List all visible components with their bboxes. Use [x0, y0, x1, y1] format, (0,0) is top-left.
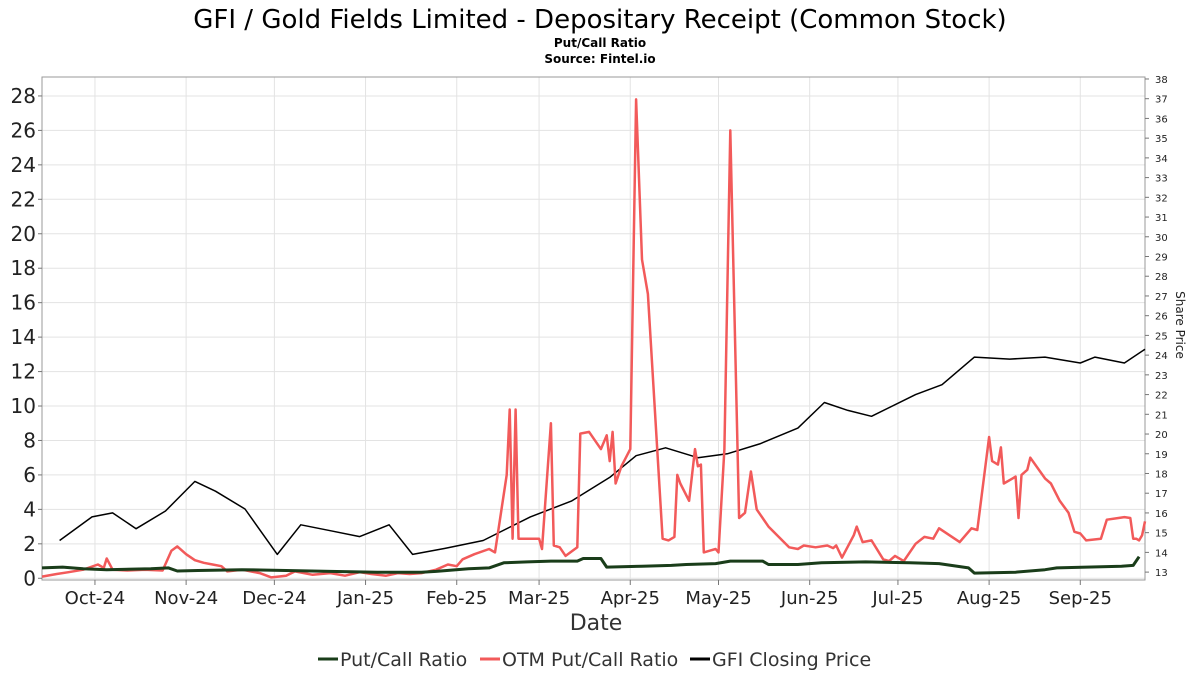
y-left-tick-label: 2 [23, 532, 36, 556]
x-tick-label: Aug-25 [957, 588, 1022, 609]
y-left-tick-label: 12 [11, 360, 36, 384]
y-right-tick-label: 31 [1155, 213, 1168, 224]
chart-subtitle: Put/Call Ratio [554, 36, 646, 50]
y-right-tick-label: 13 [1155, 568, 1168, 579]
y-left-tick-label: 26 [11, 118, 36, 142]
y-right-tick-label: 34 [1155, 154, 1168, 165]
legend: Put/Call Ratio OTM Put/Call Ratio GFI Clos… [318, 649, 871, 671]
x-tick-label: Apr-25 [601, 588, 660, 609]
legend-label: Put/Call Ratio [340, 649, 467, 671]
y-right-tick-label: 27 [1155, 292, 1168, 303]
y-left-tick-label: 18 [11, 256, 36, 280]
x-tick-label: Sep-25 [1049, 588, 1112, 609]
y-right-tick-label: 26 [1155, 312, 1168, 323]
series-line-3 [59, 348, 1146, 556]
y-right-tick-label: 33 [1155, 174, 1168, 185]
y-left-tick-label: 14 [11, 325, 36, 349]
y-right-tick-label: 17 [1155, 489, 1168, 500]
y-left-tick-label: 6 [23, 463, 36, 487]
y-left-tick-label: 16 [11, 291, 36, 315]
series-line-2 [41, 98, 1147, 579]
x-tick-label: Nov-24 [154, 588, 218, 609]
grid [42, 77, 1145, 580]
y-left-tick-label: 0 [23, 566, 36, 590]
plot-area [41, 76, 1146, 581]
x-tick-label: Mar-25 [508, 588, 570, 609]
y-left-tick-label: 10 [11, 394, 36, 418]
y-right-tick-label: 35 [1155, 134, 1168, 145]
chart-title: GFI / Gold Fields Limited - Depositary R… [193, 5, 1006, 35]
y-right-tick-label: 21 [1155, 410, 1168, 421]
y-left-tick-label: 20 [11, 222, 36, 246]
legend-label: GFI Closing Price [712, 649, 871, 671]
y-right-tick-label: 16 [1155, 509, 1168, 520]
y-axis-right: 13 14 15 16 17 18 19 20 21 22 23 24 25 26 27 28 29 30 31 32… [1145, 75, 1168, 579]
y-right-tick-label: 23 [1155, 371, 1168, 382]
y-right-tick-label: 32 [1155, 193, 1168, 204]
y-right-tick-label: 25 [1155, 331, 1168, 342]
y-right-tick-label: 38 [1155, 75, 1168, 86]
y-right-tick-label: 20 [1155, 430, 1168, 441]
y-left-tick-label: 24 [11, 153, 36, 177]
y-right-tick-label: 37 [1155, 95, 1168, 106]
y-left-tick-label: 8 [23, 428, 36, 452]
y-right-tick-label: 36 [1155, 114, 1168, 125]
series-line-1 [41, 555, 1141, 575]
y-right-tick-label: 14 [1155, 548, 1168, 559]
y-right-tick-label: 15 [1155, 529, 1168, 540]
x-tick-label: Feb-25 [426, 588, 487, 609]
legend-label: OTM Put/Call Ratio [502, 649, 678, 671]
series-layer [41, 98, 1147, 579]
y-axis-right-label: Share Price [1173, 291, 1187, 359]
y-right-tick-label: 18 [1155, 469, 1168, 480]
y-right-tick-label: 24 [1155, 351, 1168, 362]
x-axis: Oct-24 Nov-24 Dec-24 Jan-25 Feb-25 Mar-25 Apr-… [65, 580, 1112, 609]
x-tick-label: Oct-24 [65, 588, 126, 609]
y-left-tick-label: 22 [11, 187, 36, 211]
chart-source: Source: Fintel.io [544, 52, 655, 66]
x-tick-label: Jun-25 [780, 588, 839, 609]
y-right-tick-label: 22 [1155, 391, 1168, 402]
y-right-tick-label: 19 [1155, 450, 1168, 461]
x-tick-label: May-25 [685, 588, 751, 609]
x-axis-label: Date [570, 611, 623, 636]
y-left-tick-label: 28 [11, 84, 36, 108]
y-right-tick-label: 30 [1155, 233, 1168, 244]
y-right-tick-label: 28 [1155, 272, 1168, 283]
x-tick-label: Dec-24 [242, 588, 306, 609]
x-tick-label: Jan-25 [336, 588, 394, 609]
y-left-tick-label: 4 [23, 497, 36, 521]
x-tick-label: Jul-25 [871, 588, 923, 609]
y-right-tick-label: 29 [1155, 253, 1168, 264]
